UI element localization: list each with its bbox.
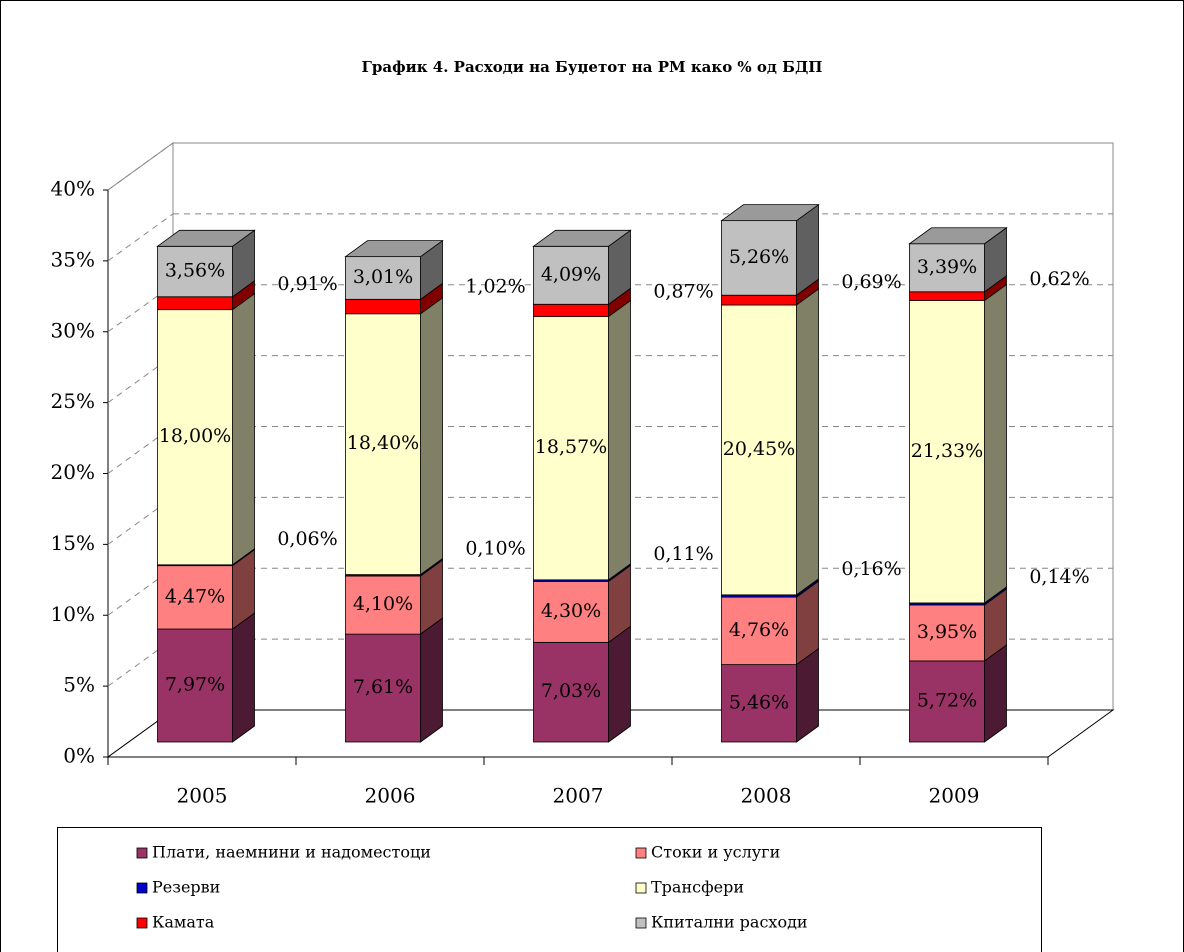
y-tick-label: 20% [51,460,95,484]
value-label: 0,16% [841,558,901,580]
y-tick-label: 35% [51,247,95,271]
bar-side [608,299,631,581]
bar-side [984,644,1007,743]
value-label: 5,46% [729,691,789,713]
value-label: 0,91% [277,273,337,295]
legend-marker [136,847,148,859]
bar-side [796,288,819,596]
bar [157,565,233,630]
bar-top [156,229,256,247]
legend [57,827,1042,952]
bar [533,641,609,743]
value-label: 5,26% [729,246,789,268]
bar [909,291,985,301]
bar [345,633,421,743]
legend-marker [635,882,647,894]
bar-top [532,229,632,247]
value-label: 3,95% [917,621,977,643]
bar-side [420,617,443,743]
bar [345,313,421,575]
x-tick-label: 2008 [741,784,792,808]
bar-top [908,227,1008,245]
value-label: 18,40% [347,432,419,454]
grid-line [107,213,174,262]
value-label: 0,62% [1029,268,1089,290]
bar-side [420,296,443,576]
bar [909,300,985,604]
bar [721,664,797,743]
bar [157,296,233,311]
bar [721,294,797,306]
y-tick-label: 5% [63,673,95,697]
value-label: 4,76% [729,619,789,641]
y-tick-label: 10% [51,602,95,626]
legend-label: Трансфери [651,878,744,897]
value-label: 0,87% [653,280,713,302]
bar [721,304,797,596]
legend-label: Камата [152,913,215,932]
legend-marker [635,917,647,929]
value-label: 0,06% [277,528,337,550]
bar [157,309,233,566]
legend-marker [136,917,148,929]
legend-label: Кпитални расходи [651,913,808,932]
value-label: 0,69% [841,271,901,293]
x-tick-label: 2005 [177,784,228,808]
value-label: 7,61% [353,676,413,698]
chart-title: График 4. Расходи на Буџетот на РМ како … [362,58,823,76]
bar-side [608,625,631,743]
value-label: 4,10% [353,593,413,615]
value-label: 18,57% [535,436,607,458]
bar-top [344,240,444,258]
value-label: 4,09% [541,263,601,285]
bar [345,256,421,300]
bar [533,316,609,581]
x-tick-label: 2007 [553,784,604,808]
legend-marker [635,847,647,859]
value-label: 1,02% [465,275,525,297]
bar [345,298,421,315]
bar [909,660,985,743]
bar-side [232,292,255,566]
value-label: 3,56% [165,260,225,282]
y-tick-label: 15% [51,531,95,555]
bar [345,575,421,635]
value-label: 20,45% [723,438,795,460]
bar [157,628,233,743]
bar [721,220,797,296]
legend-label: Плати, наемнини и надоместоци [152,843,431,862]
legend-label: Резерви [152,878,220,897]
value-label: 0,10% [465,538,525,560]
value-label: 21,33% [911,440,983,462]
bar [157,245,233,298]
value-label: 5,72% [917,689,977,711]
value-label: 0,14% [1029,566,1089,588]
bar-top [720,204,820,222]
bar [909,604,985,662]
bar [533,580,609,643]
value-label: 3,39% [917,256,977,278]
bar-side [232,612,255,743]
bar [533,303,609,318]
x-tick-label: 2009 [929,784,980,808]
value-label: 18,00% [159,425,231,447]
grid-line [107,142,174,191]
value-label: 7,03% [541,680,601,702]
value-label: 3,01% [353,266,413,288]
y-tick-label: 25% [51,389,95,413]
bar-side [984,283,1007,604]
value-label: 4,47% [165,585,225,607]
y-tick-label: 40% [51,177,95,201]
value-label: 7,97% [165,674,225,696]
legend-label: Стоки и услуги [651,843,780,862]
y-tick-label: 30% [51,318,95,342]
value-label: 4,30% [541,600,601,622]
bar [533,245,609,305]
legend-marker [136,882,148,894]
y-tick-label: 0% [63,744,95,768]
x-tick-label: 2006 [365,784,416,808]
value-label: 0,11% [653,543,713,565]
